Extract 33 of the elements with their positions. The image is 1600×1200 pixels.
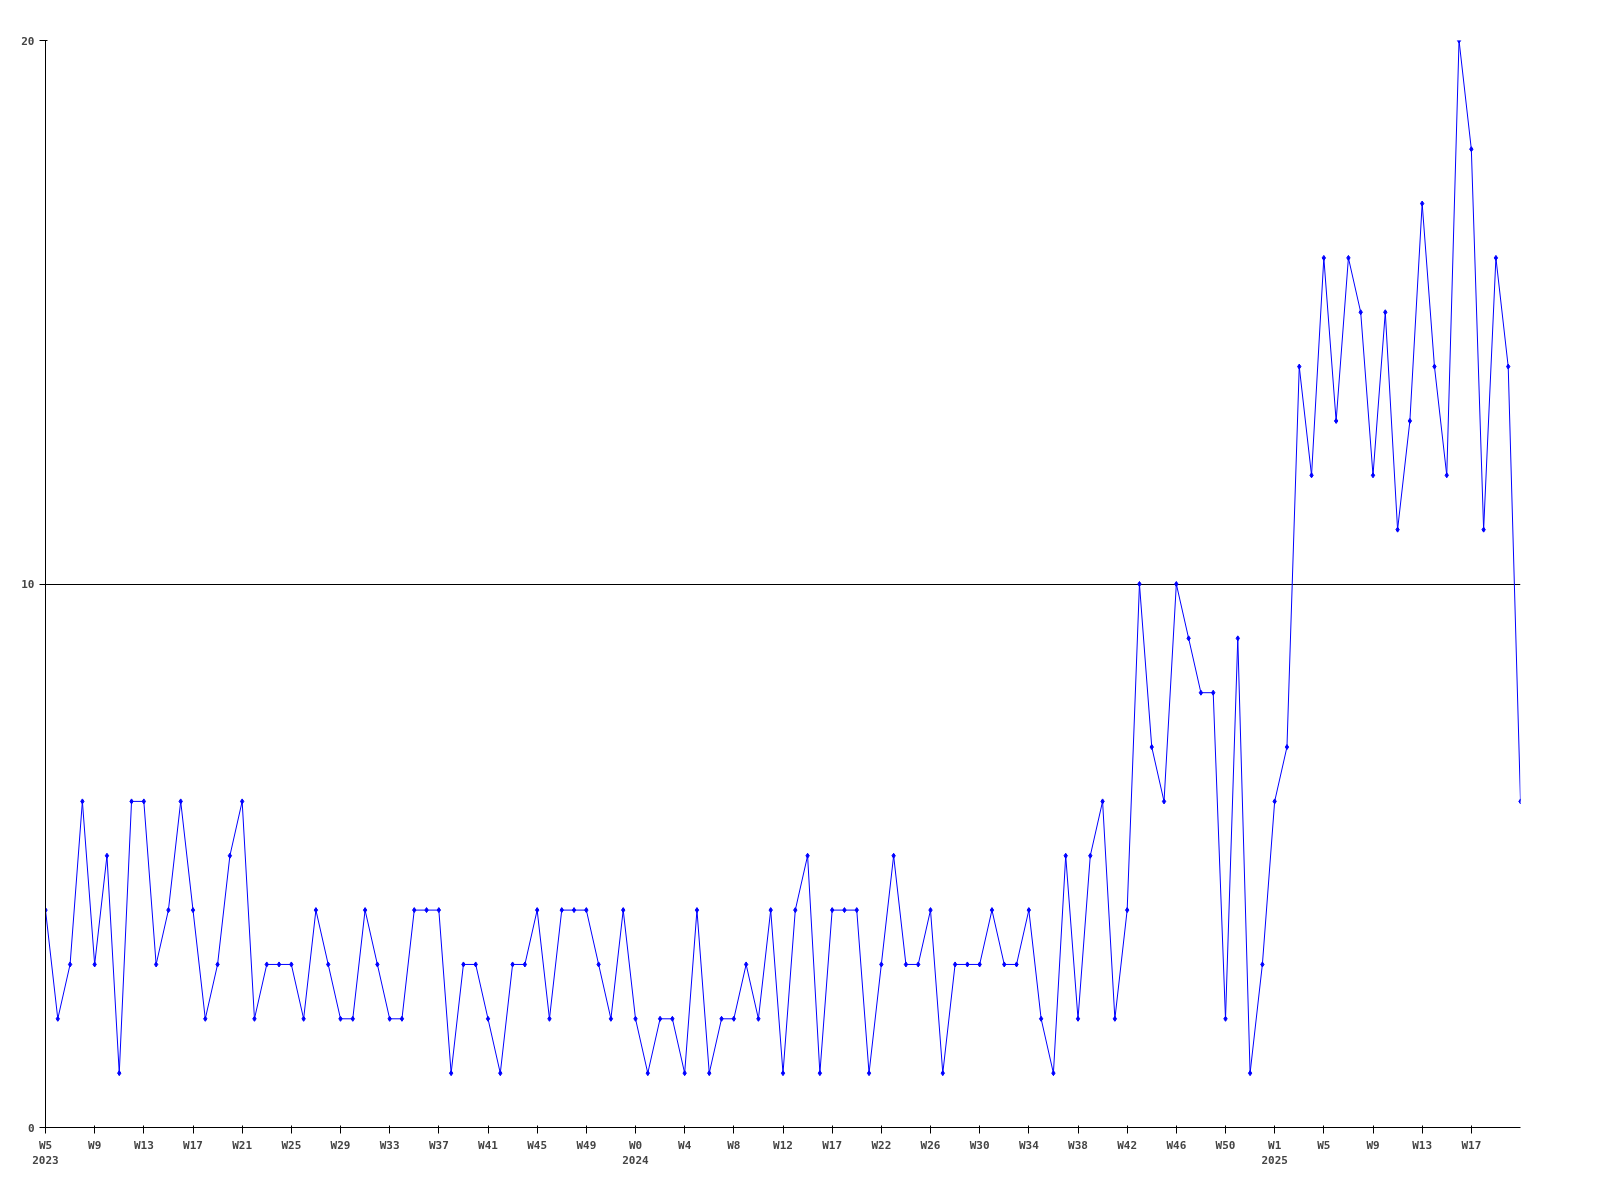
x-tick-label: W12 xyxy=(773,1138,793,1152)
x-tick-label: W29 xyxy=(330,1138,351,1152)
x-tick-label: W37 xyxy=(428,1138,449,1152)
x-tick-label: W0 2024 xyxy=(622,1138,650,1168)
x-tick-label: W34 xyxy=(1018,1138,1040,1152)
x-tick-label: W50 xyxy=(1215,1138,1236,1152)
y-tick-label: 0 xyxy=(27,1121,35,1135)
y-tick-label: 20 xyxy=(21,34,35,48)
x-tick-label: W38 xyxy=(1068,1138,1088,1152)
x-tick-label: W13 xyxy=(1412,1138,1433,1152)
x-tick-label: W22 xyxy=(871,1138,892,1152)
x-tick-label: W9 xyxy=(1366,1138,1380,1152)
x-tick-label: W5 2023 xyxy=(32,1138,59,1168)
x-tick-label: W46 xyxy=(1166,1138,1187,1152)
x-tick-label: W17 xyxy=(1461,1138,1482,1152)
x-tick-label: W13 xyxy=(133,1138,154,1152)
x-tick-label: W33 xyxy=(379,1138,400,1152)
x-tick-label: W5 xyxy=(1317,1138,1331,1152)
x-tick-label: W21 xyxy=(232,1138,253,1152)
x-tick-label: W49 xyxy=(576,1138,597,1152)
x-tick-label: W1 2025 xyxy=(1261,1138,1288,1168)
x-tick-label: W17 xyxy=(822,1138,843,1152)
x-tick-label: W30 xyxy=(969,1138,990,1152)
x-tick-label: W4 xyxy=(678,1138,692,1152)
x-tick-label: W25 xyxy=(281,1138,302,1152)
x-tick-label: W8 xyxy=(727,1138,741,1152)
y-tick-label: 10 xyxy=(21,578,35,591)
x-tick-label: W41 xyxy=(478,1138,499,1152)
x-tick-label: W17 xyxy=(183,1138,203,1152)
x-tick-label: W9 xyxy=(88,1138,102,1152)
x-tick-label: W42 xyxy=(1117,1138,1138,1152)
x-tick-label: W45 xyxy=(527,1138,548,1152)
x-tick-label: W26 xyxy=(920,1138,941,1152)
